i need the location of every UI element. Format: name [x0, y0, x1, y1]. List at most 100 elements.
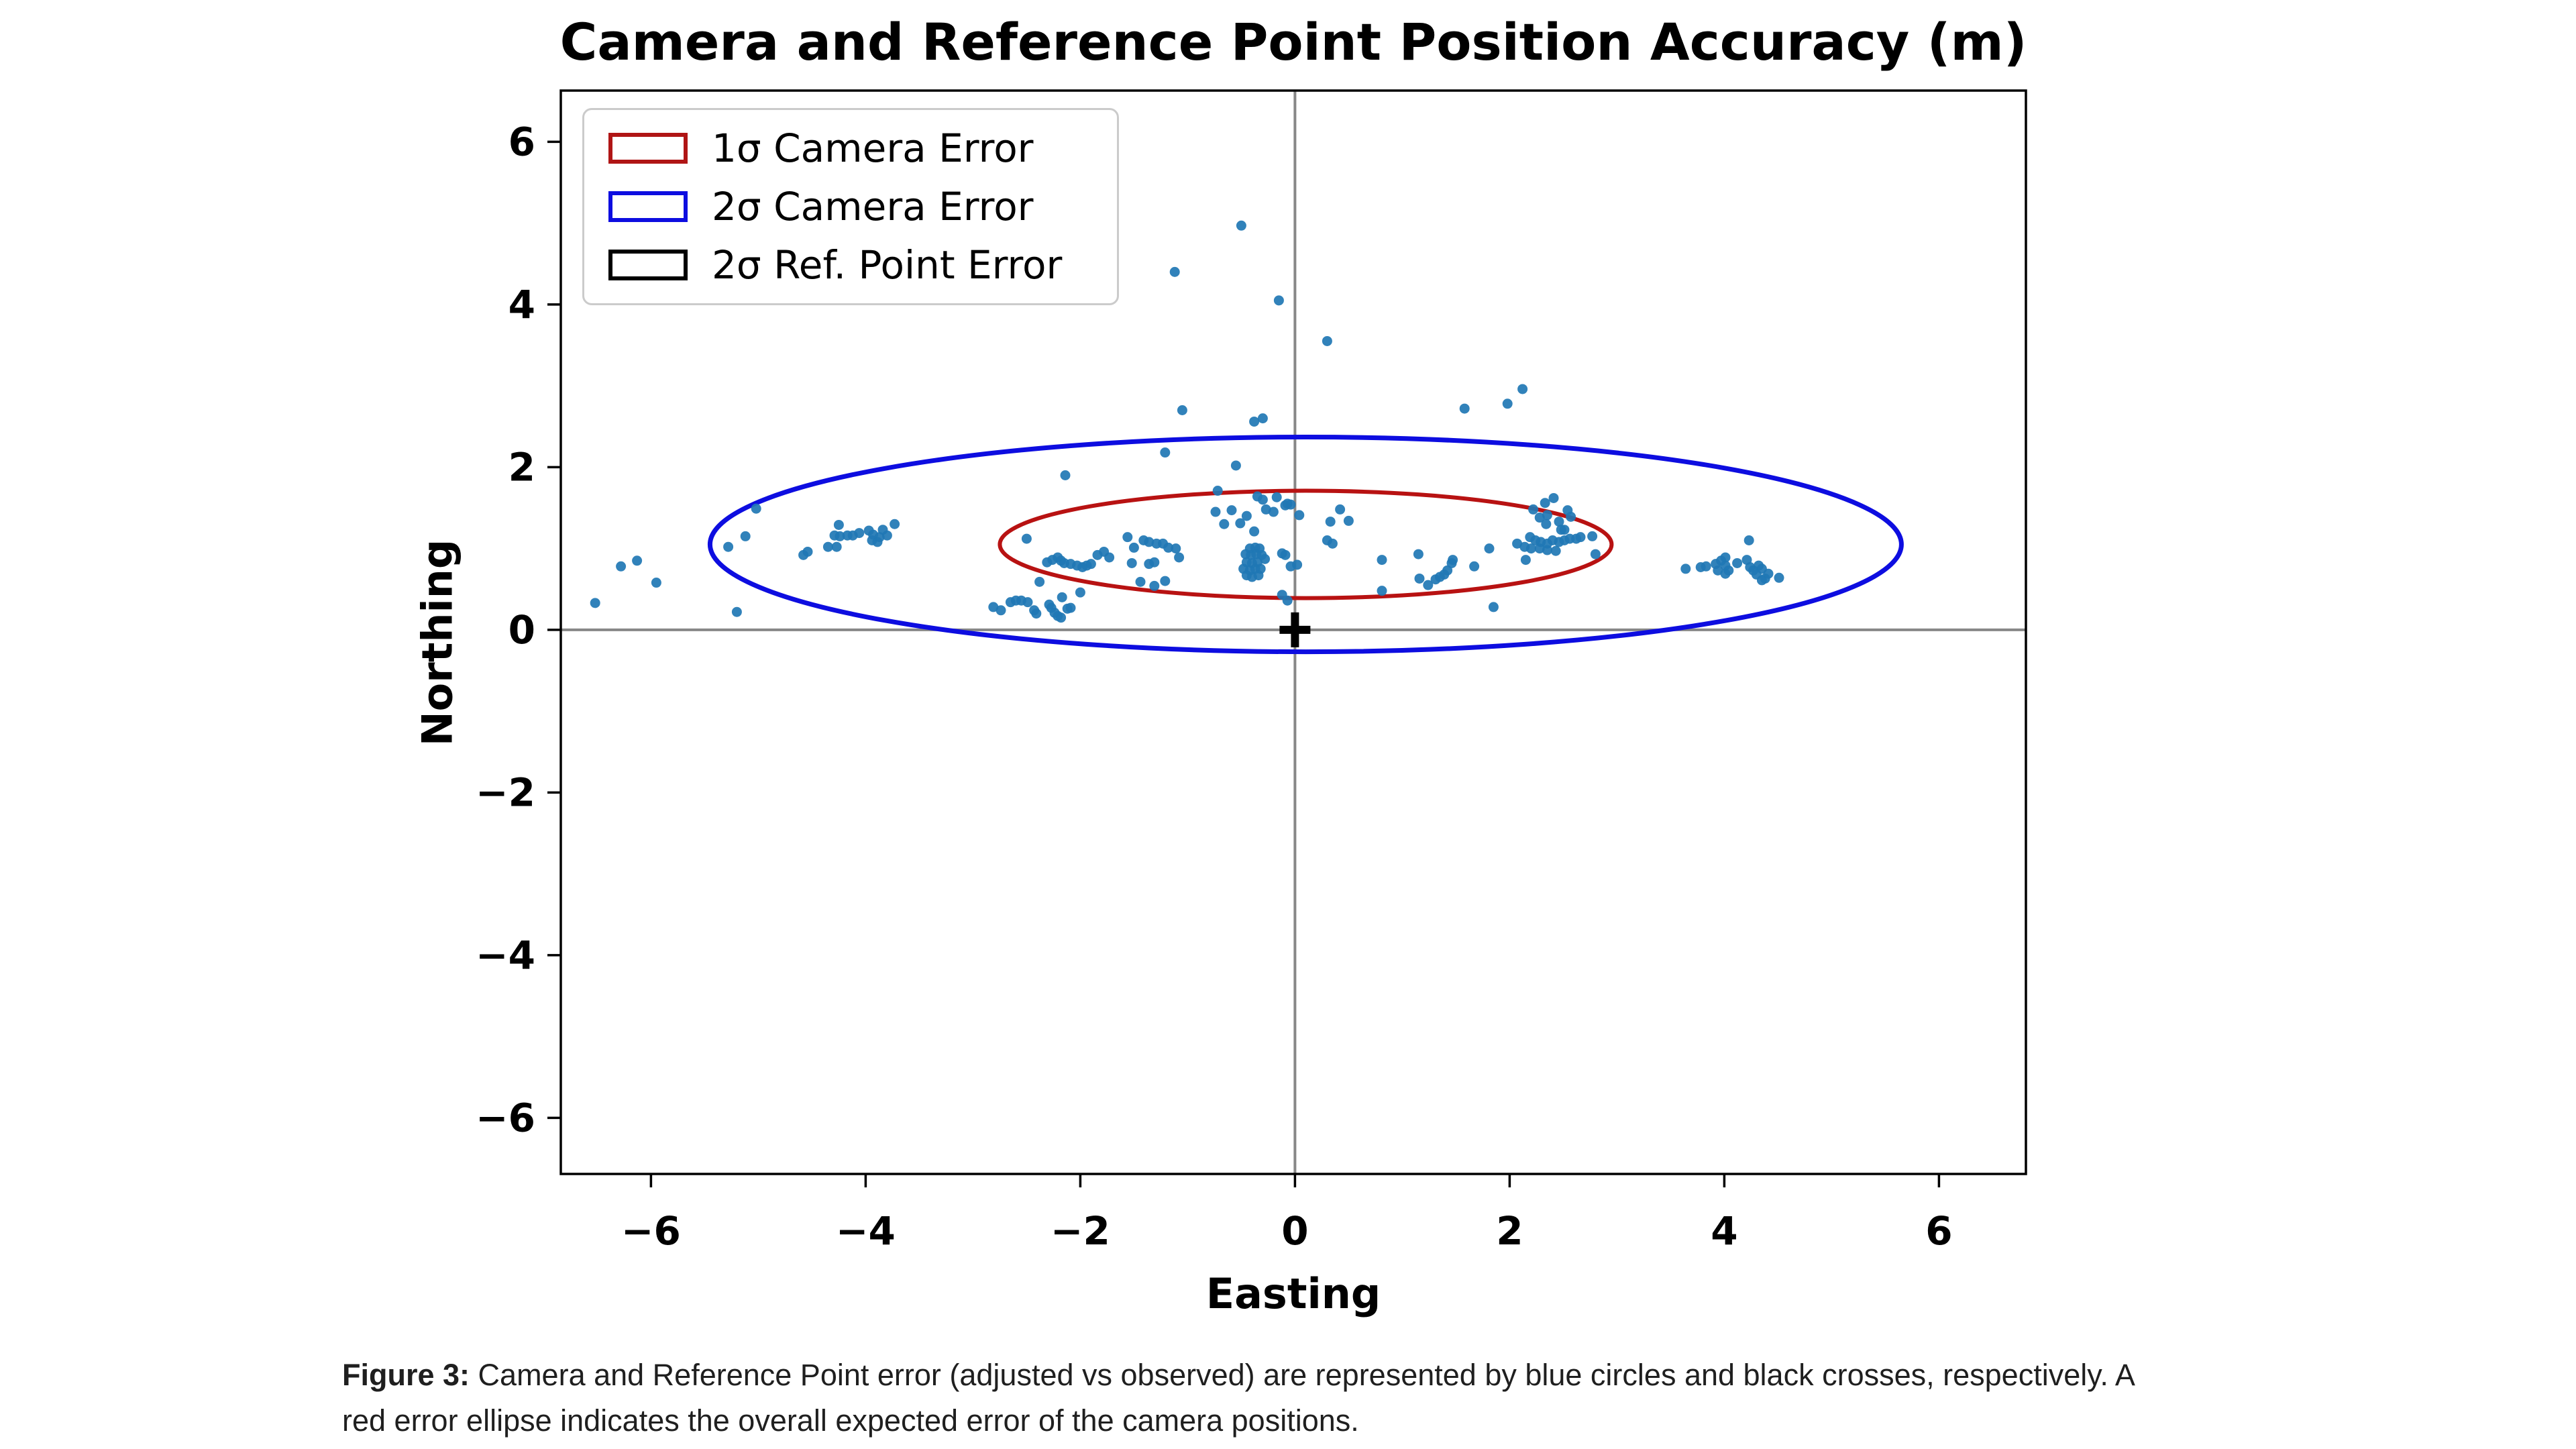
legend-item-2: 2σ Ref. Point Error — [608, 242, 1117, 288]
data-point — [1575, 532, 1586, 543]
data-point — [1160, 447, 1171, 458]
data-point — [1517, 384, 1528, 394]
data-point — [1377, 586, 1387, 596]
y-tick-label: 4 — [508, 282, 535, 327]
x-tick-label: −2 — [1051, 1208, 1110, 1254]
y-tick-label: 6 — [508, 119, 535, 164]
data-point — [740, 531, 751, 541]
data-point — [1484, 543, 1495, 554]
data-point — [751, 503, 761, 514]
legend: 1σ Camera Error 2σ Camera Error 2σ Ref. Po… — [582, 108, 1119, 305]
caption-figure-label: Figure 3: — [342, 1358, 470, 1392]
y-tick-label: −6 — [476, 1095, 535, 1140]
data-point — [1502, 398, 1513, 409]
data-point — [1226, 505, 1237, 516]
data-point — [1566, 511, 1576, 522]
data-point — [996, 605, 1006, 616]
1-sigma camera error-ellipse — [998, 488, 1614, 600]
x-tick-label: −6 — [621, 1208, 681, 1254]
caption-line-2: red error ellipse indicates the overall … — [342, 1403, 1359, 1438]
data-point — [1554, 517, 1564, 527]
chart-title: Camera and Reference Point Position Accu… — [559, 12, 2027, 72]
legend-swatch-icon — [608, 191, 688, 222]
data-point — [1060, 470, 1071, 480]
data-point — [1104, 552, 1115, 563]
x-tick-label: −4 — [836, 1208, 896, 1254]
data-point — [1542, 510, 1552, 521]
data-point — [1268, 506, 1279, 517]
data-point — [590, 598, 600, 608]
data-point — [1144, 537, 1155, 547]
data-point — [651, 578, 661, 588]
data-point — [1171, 543, 1181, 554]
data-point — [1325, 517, 1336, 527]
data-point — [1335, 504, 1346, 515]
data-point — [1488, 602, 1499, 612]
data-point — [1559, 525, 1570, 535]
data-point — [1541, 519, 1552, 529]
data-point — [1126, 557, 1137, 568]
data-point — [1249, 526, 1260, 537]
data-point — [1235, 518, 1246, 529]
data-point — [1253, 570, 1264, 581]
data-point — [1128, 542, 1139, 553]
data-point — [1280, 549, 1291, 560]
data-point — [1230, 460, 1241, 471]
data-point — [632, 555, 643, 566]
data-point — [1459, 403, 1470, 414]
data-point — [1021, 533, 1032, 544]
data-point — [1056, 612, 1067, 623]
data-point — [1085, 559, 1096, 570]
data-point — [1713, 565, 1723, 576]
caption-line-1: Figure 3: Camera and Reference Point err… — [342, 1352, 2274, 1398]
data-point — [1149, 557, 1160, 568]
data-point — [1542, 545, 1552, 555]
data-point — [1528, 504, 1539, 515]
data-point — [1271, 492, 1282, 502]
data-point — [1743, 535, 1754, 545]
data-point — [1249, 416, 1260, 427]
x-tick-label: 0 — [1281, 1208, 1308, 1254]
data-point — [1701, 561, 1711, 572]
x-tick-label: 2 — [1496, 1208, 1523, 1254]
x-axis-label: Easting — [1205, 1269, 1381, 1318]
data-point — [1273, 295, 1284, 306]
caption-text-1: Camera and Reference Point error (adjust… — [478, 1358, 2135, 1392]
data-point — [822, 541, 833, 552]
data-point — [731, 606, 742, 617]
data-point — [1294, 510, 1305, 521]
data-point — [1377, 555, 1387, 566]
legend-label: 2σ Camera Error — [712, 183, 1034, 229]
data-point — [988, 602, 999, 612]
data-point — [831, 541, 842, 552]
legend-item-1: 2σ Camera Error — [608, 184, 1117, 229]
data-point — [1732, 557, 1743, 568]
data-point — [881, 530, 892, 541]
data-point — [1763, 568, 1774, 579]
y-tick-label: −4 — [476, 932, 535, 978]
data-point — [1590, 549, 1601, 559]
data-point — [1257, 494, 1268, 505]
data-point — [1322, 335, 1332, 346]
data-point — [1022, 597, 1033, 608]
legend-label: 2σ Ref. Point Error — [712, 241, 1063, 288]
data-point — [1720, 552, 1731, 563]
data-point — [1548, 492, 1559, 503]
data-point — [854, 528, 865, 539]
data-point — [1520, 555, 1531, 566]
axes-spines — [559, 89, 2027, 1175]
data-point — [1212, 486, 1223, 496]
data-point — [1680, 564, 1691, 574]
data-point — [835, 531, 845, 541]
data-point — [1587, 531, 1598, 541]
data-point — [723, 541, 734, 552]
data-point — [1292, 559, 1303, 570]
x-tick-label: 6 — [1925, 1208, 1952, 1254]
data-point — [1122, 532, 1133, 543]
data-point — [1285, 499, 1296, 510]
y-tick-label: −2 — [476, 769, 535, 815]
data-point — [1260, 553, 1271, 564]
data-point — [1327, 538, 1338, 549]
legend-item-0: 1σ Camera Error — [608, 125, 1117, 171]
